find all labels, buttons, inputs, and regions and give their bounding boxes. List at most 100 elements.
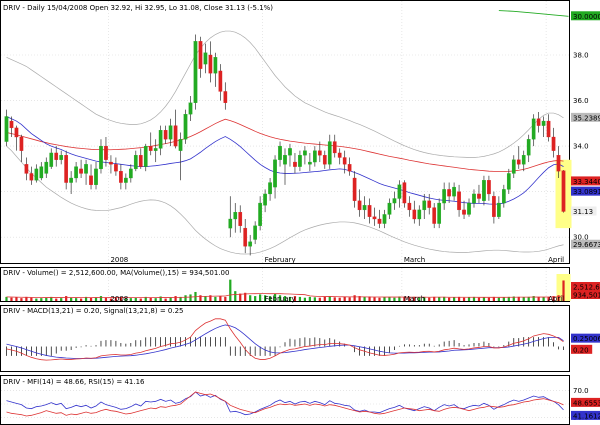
price-last-value-1-bg xyxy=(571,112,600,122)
candle-body xyxy=(263,193,267,206)
candle-body xyxy=(387,202,392,215)
candle-body xyxy=(516,159,521,165)
candle-body xyxy=(79,168,83,174)
candle-body xyxy=(561,170,566,212)
price-last-value-0-bg xyxy=(571,11,600,21)
volume-header: DRIV - Volume() = 2,512,600.00, MA(Volum… xyxy=(3,269,229,277)
candle-body xyxy=(437,202,442,224)
candle-body xyxy=(487,180,491,195)
macd-last-value: 0.20 xyxy=(573,346,589,354)
rsi-last-value-bg xyxy=(571,410,600,420)
volume-last-value: 2,512,600 xyxy=(573,284,600,292)
candle-body xyxy=(29,173,34,181)
volume-x-tick-label: March xyxy=(404,295,425,303)
candle-body xyxy=(4,116,9,142)
candle-body xyxy=(412,209,417,220)
candle-body xyxy=(536,118,541,126)
price-plot xyxy=(4,10,572,256)
macd-last-value-bg xyxy=(571,344,593,354)
candle-body xyxy=(278,145,282,160)
price-x-tick-label: 2008 xyxy=(110,256,128,264)
candle-body xyxy=(332,141,337,154)
candle-body xyxy=(99,145,103,170)
candle-body xyxy=(64,155,69,183)
volume-ma-line xyxy=(6,293,564,299)
candle-body xyxy=(472,193,476,204)
candle-body xyxy=(253,225,258,240)
price-last-value-4-bg xyxy=(571,206,597,216)
candle-body xyxy=(208,54,213,74)
candle-body xyxy=(417,209,422,220)
price-last-value-2-bg xyxy=(571,176,600,186)
candle-body xyxy=(298,155,302,167)
candle-body xyxy=(24,164,29,174)
price-x-tick-label: March xyxy=(404,256,425,264)
candle-body xyxy=(372,216,377,220)
macd-plot xyxy=(6,318,564,361)
axis-labels: 38.036.034.032.030.020082008FebruaryFebr… xyxy=(110,11,600,422)
candle-body xyxy=(362,205,367,211)
candle-body xyxy=(506,173,511,190)
candle-body xyxy=(54,152,59,160)
candle-body xyxy=(273,159,277,188)
mfi-plot xyxy=(6,391,564,417)
candle-body xyxy=(148,145,153,151)
volume-x-tick-label: February xyxy=(265,295,296,303)
candle-body xyxy=(501,189,506,204)
candle-body xyxy=(556,155,561,172)
candle-body xyxy=(293,161,297,167)
macd-header: DRIV - MACD(13,21) = 0.20, Signal(13,21,… xyxy=(3,307,184,315)
candle-body xyxy=(268,182,272,195)
candle-body xyxy=(39,166,44,179)
candle-body xyxy=(511,159,516,174)
candle-body xyxy=(422,200,427,211)
candle-body xyxy=(233,212,238,220)
candle-body xyxy=(551,136,556,151)
candle-body xyxy=(19,136,24,151)
volume-last-value-bg xyxy=(571,282,600,291)
candle-body xyxy=(397,184,402,199)
candle-body xyxy=(94,168,98,185)
macd-signal-last-value-bg xyxy=(571,333,600,343)
candle-body xyxy=(228,218,233,229)
candle-body xyxy=(168,125,173,140)
price-last-value-0: 30.0000 xyxy=(573,13,600,21)
volume-ma-last-value-bg xyxy=(571,290,600,299)
candle-body xyxy=(337,152,342,158)
candle-body xyxy=(138,155,143,167)
rsi-line xyxy=(6,391,564,416)
candle-body xyxy=(44,161,49,174)
candle-body xyxy=(427,200,432,208)
candle-body xyxy=(482,180,486,201)
mfi-last-value: 48.6553 xyxy=(573,399,600,407)
candle-body xyxy=(447,189,451,197)
candle-body xyxy=(153,148,158,151)
candle-body xyxy=(59,155,64,160)
price-tick-label: 34.0 xyxy=(573,143,589,151)
candle-body xyxy=(312,150,317,163)
candle-body xyxy=(467,202,471,215)
price-tick-label: 30.0 xyxy=(573,234,589,242)
macd-signal-last-value: 0.250068 xyxy=(573,335,600,343)
candle-body xyxy=(243,227,248,247)
candle-body xyxy=(133,155,138,170)
price-last-value-2: 33.3440 xyxy=(573,178,600,186)
candle-body xyxy=(342,157,347,165)
candle-body xyxy=(492,196,496,217)
candle-body xyxy=(69,177,73,183)
price-last-value-5-bg xyxy=(571,239,600,249)
candle-body xyxy=(158,130,163,149)
candle-body xyxy=(238,212,243,226)
candle-body xyxy=(322,155,327,165)
candle-body xyxy=(143,145,148,167)
candle-body xyxy=(327,141,332,165)
volume-x-tick-label: April xyxy=(548,295,564,303)
candle-body xyxy=(352,177,357,201)
price-x-tick-label: April xyxy=(548,256,564,264)
price-last-value-4: 31.13 xyxy=(573,208,593,216)
candle-body xyxy=(203,52,208,65)
candle-body xyxy=(128,168,133,179)
price-last-value-1: 35.2389 xyxy=(573,114,600,122)
candle-body xyxy=(109,161,113,165)
